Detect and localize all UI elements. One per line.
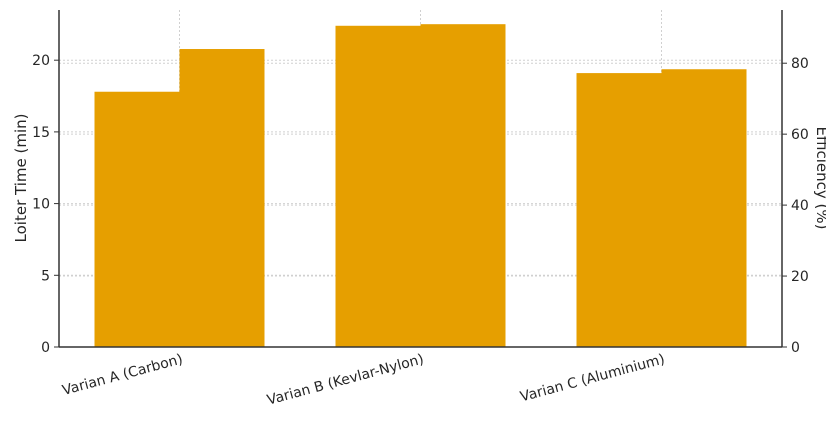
bar-right-series-1 (420, 24, 506, 347)
left-tick-label-1: 5 (41, 268, 50, 284)
left-tick-label-3: 15 (32, 125, 50, 141)
right-ticks: 0 20 40 60 80 (782, 56, 809, 356)
right-tick-label-0: 0 (791, 340, 800, 356)
left-tick-label-4: 20 (32, 53, 50, 69)
axes (58, 10, 783, 348)
left-tick-label-0: 0 (41, 340, 50, 356)
right-tick-label-1: 20 (791, 269, 809, 285)
bar-left-series-0 (94, 91, 180, 348)
category-labels: Varian A (Carbon) Varian B (Kevlar-Nylon)… (61, 351, 667, 408)
right-tick-label-3: 60 (791, 127, 809, 143)
y-axis-title-left: Loiter Time (min) (12, 114, 30, 243)
bar-left-series-2 (576, 73, 662, 347)
left-ticks: 0 5 10 15 20 (32, 53, 59, 356)
y-axis-title-right: Efficiency (%) (813, 127, 826, 230)
bar-right-series-0 (179, 49, 265, 347)
bars (94, 24, 747, 348)
category-label-0: Varian A (Carbon) (61, 351, 185, 399)
bar-left-series-1 (335, 25, 421, 347)
bar-right-series-2 (661, 69, 747, 347)
category-label-1: Varian B (Kevlar-Nylon) (265, 351, 425, 408)
category-label-2: Varian C (Aluminium) (519, 351, 667, 405)
right-tick-label-2: 40 (791, 198, 809, 214)
right-tick-label-4: 80 (791, 56, 809, 72)
left-tick-label-2: 10 (32, 197, 50, 213)
